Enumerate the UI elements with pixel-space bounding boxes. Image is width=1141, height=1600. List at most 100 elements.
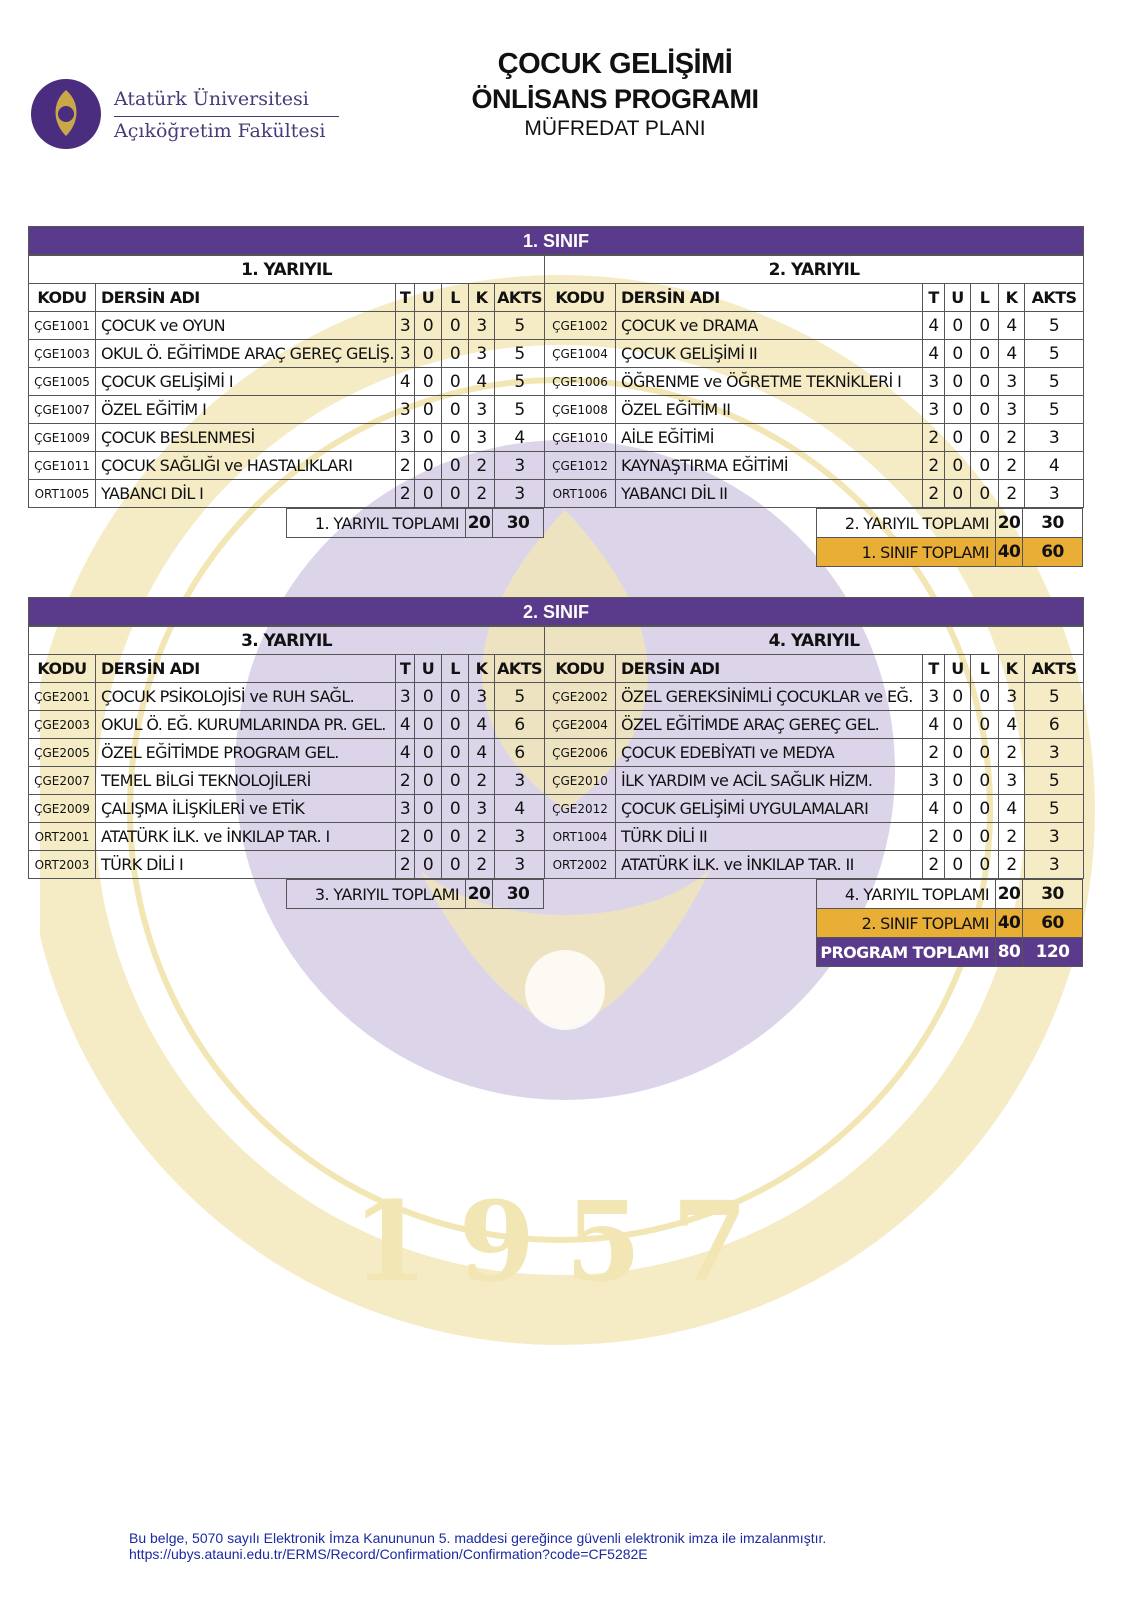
signature-text: Bu belge, 5070 sayılı Elektronik İmza Ka… (129, 1530, 827, 1546)
course-name: OKUL Ö. EĞ. KURUMLARINDA PR. GEL. (95, 710, 396, 739)
course-name: ÇOCUK PSİKOLOJİSİ ve RUH SAĞL. (95, 682, 396, 711)
akts: 5 (493, 367, 546, 396)
credits: 2 (468, 766, 495, 795)
total-akts: 30 (492, 508, 544, 538)
course-row: ÇGE2003 OKUL Ö. EĞ. KURUMLARINDA PR. GEL.… (28, 710, 546, 739)
confirmation-link[interactable]: https://ubys.atauni.edu.tr/ERMS/Record/C… (129, 1546, 648, 1562)
column-header: T (395, 283, 415, 312)
lab-hours: 0 (970, 451, 999, 480)
akts: 5 (1023, 395, 1085, 424)
total-label: 1. YARIYIL TOPLAMI (286, 508, 466, 538)
column-header: T (922, 283, 945, 312)
theory-hours: 4 (922, 794, 945, 823)
course-code: ÇGE2007 (28, 766, 96, 795)
course-name: ÇOCUK GELİŞİMİ UYGULAMALARI (615, 794, 923, 823)
totals-table: 1. YARIYIL TOPLAMI 20 30 (286, 508, 544, 538)
credits: 2 (468, 822, 495, 851)
course-name: TEMEL BİLGİ TEKNOLOJİLERİ (95, 766, 396, 795)
total-row: 3. YARIYIL TOPLAMI 20 30 (286, 879, 544, 909)
total-row: 2. YARIYIL TOPLAMI 20 30 (816, 508, 1083, 538)
column-header: U (414, 283, 442, 312)
akts: 5 (493, 682, 546, 711)
column-header: T (922, 654, 945, 683)
akts: 5 (493, 395, 546, 424)
course-row: ÇGE2010 İLK YARDIM ve ACİL SAĞLIK HİZM. 3 0… (544, 766, 1085, 795)
course-code: ORT1004 (544, 822, 616, 851)
course-name: ÇOCUK SAĞLIĞI ve HASTALIKLARI (95, 451, 396, 480)
course-name: AİLE EĞİTİMİ (615, 423, 923, 452)
course-name: OKUL Ö. EĞİTİMDE ARAÇ GEREÇ GELİŞ. (95, 339, 396, 368)
semester-header-row: 2. YARIYIL (543, 255, 1085, 284)
course-row: ÇGE1003 OKUL Ö. EĞİTİMDE ARAÇ GEREÇ GELİŞ… (28, 339, 546, 368)
total-row: PROGRAM TOPLAMI 80 120 (816, 937, 1083, 967)
column-header: AKTS (493, 654, 546, 683)
akts: 3 (1023, 850, 1085, 879)
credits: 2 (468, 479, 495, 508)
column-header: K (998, 283, 1025, 312)
semesters: 3. YARIYIL KODU DERSİN ADI T U L K AKTS ÇGE2001 Ç… (27, 626, 1085, 967)
semester-header-row: 4. YARIYIL (543, 626, 1085, 655)
theory-hours: 2 (922, 451, 945, 480)
practice-hours: 0 (414, 682, 442, 711)
semester-header-row: 3. YARIYIL (27, 626, 546, 655)
akts: 5 (1023, 367, 1085, 396)
faculty-name: Açıköğretim Fakültesi (114, 120, 326, 142)
practice-hours: 0 (414, 311, 442, 340)
total-label: 2. YARIYIL TOPLAMI (816, 508, 996, 538)
course-table: 1. YARIYIL KODU DERSİN ADI T U L K AKTS ÇGE1001 Ç… (27, 255, 546, 508)
theory-hours: 3 (922, 395, 945, 424)
semester-2: 4. YARIYIL KODU DERSİN ADI T U L K AKTS ÇGE2002 Ö… (543, 626, 1085, 967)
course-row: ORT1004 TÜRK DİLİ II 2 0 0 2 3 (544, 822, 1085, 851)
column-header: L (441, 283, 469, 312)
total-credits: 20 (465, 508, 493, 538)
total-credits: 40 (995, 908, 1023, 938)
theory-hours: 3 (395, 395, 415, 424)
totals-table: 3. YARIYIL TOPLAMI 20 30 (286, 879, 544, 909)
course-code: ÇGE1010 (544, 423, 616, 452)
theory-hours: 4 (922, 339, 945, 368)
lab-hours: 0 (441, 766, 469, 795)
theory-hours: 2 (395, 766, 415, 795)
course-code: ORT1005 (28, 479, 96, 508)
totals-table: 4. YARIYIL TOPLAMI 20 30 2. SINIF TOPLAMI 40… (816, 879, 1083, 967)
column-header: DERSİN ADI (615, 654, 923, 683)
akts: 3 (1023, 822, 1085, 851)
course-code: ÇGE2009 (28, 794, 96, 823)
akts: 5 (1023, 794, 1085, 823)
lab-hours: 0 (970, 339, 999, 368)
total-credits: 20 (465, 879, 493, 909)
practice-hours: 0 (944, 710, 971, 739)
column-header: DERSİN ADI (615, 283, 923, 312)
lab-hours: 0 (970, 395, 999, 424)
credits: 3 (998, 367, 1025, 396)
theory-hours: 3 (395, 682, 415, 711)
course-name: ÖZEL EĞİTİMDE PROGRAM GEL. (95, 738, 396, 767)
column-header: AKTS (1023, 654, 1085, 683)
practice-hours: 0 (414, 738, 442, 767)
total-label: 4. YARIYIL TOPLAMI (816, 879, 996, 909)
credits: 4 (468, 367, 495, 396)
total-label: PROGRAM TOPLAMI (816, 937, 996, 967)
course-code: ÇGE2002 (544, 682, 616, 711)
practice-hours: 0 (414, 451, 442, 480)
total-row: 1. SINIF TOPLAMI 40 60 (816, 537, 1083, 567)
practice-hours: 0 (944, 367, 971, 396)
practice-hours: 0 (414, 367, 442, 396)
akts: 5 (493, 339, 546, 368)
course-name: ÇOCUK BESLENMESİ (95, 423, 396, 452)
total-label: 2. SINIF TOPLAMI (816, 908, 996, 938)
course-row: ÇGE2007 TEMEL BİLGİ TEKNOLOJİLERİ 2 0 0 2 3 (28, 766, 546, 795)
course-code: ÇGE2006 (544, 738, 616, 767)
course-row: ORT1006 YABANCI DİL II 2 0 0 2 3 (544, 479, 1085, 508)
course-name: ÇOCUK GELİŞİMİ II (615, 339, 923, 368)
course-row: ÇGE1008 ÖZEL EĞİTİM II 3 0 0 3 5 (544, 395, 1085, 424)
total-label: 3. YARIYIL TOPLAMI (286, 879, 466, 909)
column-header: AKTS (1023, 283, 1085, 312)
practice-hours: 0 (944, 850, 971, 879)
column-header: K (998, 654, 1025, 683)
lab-hours: 0 (441, 451, 469, 480)
